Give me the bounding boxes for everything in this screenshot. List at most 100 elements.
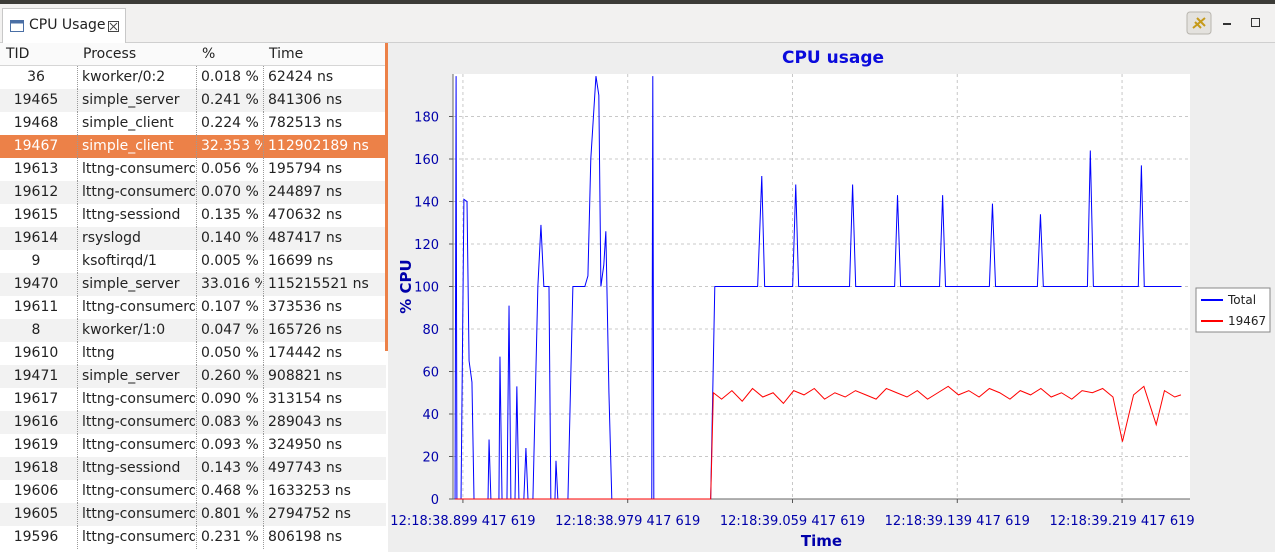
process-cell: lttng-consumerd	[82, 414, 195, 430]
table-row[interactable]: 19470 simple_server 33.016 % 115215521 ns	[0, 273, 386, 296]
column-separator	[196, 135, 197, 158]
column-separator	[263, 112, 264, 135]
scroll-indicator	[385, 43, 388, 351]
table-row[interactable]: 36 kworker/0:2 0.018 % 62424 ns	[0, 66, 386, 89]
time-cell: 324950 ns	[268, 437, 343, 453]
tid-cell: 19612	[13, 184, 59, 200]
column-separator	[263, 411, 264, 434]
tid-cell: 19610	[13, 345, 59, 361]
column-separator	[196, 273, 197, 296]
column-separator	[263, 66, 264, 89]
column-separator	[196, 457, 197, 480]
tid-cell: 19611	[13, 299, 59, 315]
tid-cell: 19615	[13, 207, 59, 223]
x-tick-label: 12:18:38.979 417 619	[555, 514, 700, 529]
y-tick-label: 140	[414, 196, 439, 211]
column-separator	[196, 503, 197, 526]
table-row[interactable]: 19611 lttng-consumerd 0.107 % 373536 ns	[0, 296, 386, 319]
column-separator	[196, 181, 197, 204]
percent-cell: 0.050 %	[201, 345, 259, 361]
table-row[interactable]: 9 ksoftirqd/1 0.005 % 16699 ns	[0, 250, 386, 273]
column-separator	[77, 273, 78, 296]
process-cell: lttng-consumerd	[82, 529, 195, 545]
process-table: TID Process% Time 36 kworker/0:2 0.018 % 62424…	[0, 43, 388, 552]
process-cell: rsyslogd	[82, 230, 141, 246]
percent-cell: 0.093 %	[201, 437, 259, 453]
tid-cell: 19614	[13, 230, 59, 246]
percent-cell: 0.005 %	[201, 253, 259, 269]
percent-cell: 0.468 %	[201, 483, 259, 499]
column-separator	[77, 319, 78, 342]
column-separator	[196, 434, 197, 457]
column-separator	[196, 296, 197, 319]
minimize-button[interactable]	[1223, 23, 1231, 25]
y-tick-label: 100	[414, 281, 439, 296]
column-separator	[263, 457, 264, 480]
process-cell: simple_server	[82, 368, 180, 384]
column-separator	[196, 66, 197, 89]
table-row[interactable]: 8 kworker/1:0 0.047 % 165726 ns	[0, 319, 386, 342]
table-row[interactable]: 19619 lttng-consumerd 0.093 % 324950 ns	[0, 434, 386, 457]
table-row[interactable]: 19613 lttng-consumerd 0.056 % 195794 ns	[0, 158, 386, 181]
column-separator	[77, 227, 78, 250]
column-separator	[77, 89, 78, 112]
column-header[interactable]: Time	[263, 43, 388, 66]
column-separator	[77, 411, 78, 434]
column-separator	[263, 204, 264, 227]
column-separator	[196, 480, 197, 503]
table-row[interactable]: 19616 lttng-consumerd 0.083 % 289043 ns	[0, 411, 386, 434]
column-header[interactable]: TID	[0, 43, 78, 66]
percent-cell: 0.143 %	[201, 460, 259, 476]
table-row[interactable]: 19612 lttng-consumerd 0.070 % 244897 ns	[0, 181, 386, 204]
y-tick-label: 120	[414, 238, 439, 253]
table-row[interactable]: 19467 simple_client 32.353 % 112902189 ns	[0, 135, 386, 158]
percent-cell: 0.083 %	[201, 414, 259, 430]
column-separator	[263, 480, 264, 503]
table-row[interactable]: 19465 simple_server 0.241 % 841306 ns	[0, 89, 386, 112]
process-cell: simple_server	[82, 92, 180, 108]
y-axis-label: % CPU	[397, 259, 415, 313]
legend-box	[1195, 287, 1271, 333]
table-row[interactable]: 19614 rsyslogd 0.140 % 487417 ns	[0, 227, 386, 250]
time-cell: 62424 ns	[268, 69, 334, 85]
maximize-button[interactable]	[1251, 18, 1260, 27]
time-cell: 289043 ns	[268, 414, 343, 430]
time-cell: 2794752 ns	[268, 506, 351, 522]
series-line	[455, 385, 1182, 500]
tid-cell: 19618	[13, 460, 59, 476]
column-separator	[196, 204, 197, 227]
time-cell: 313154 ns	[268, 391, 343, 407]
column-separator	[263, 135, 264, 158]
tab-title: CPU Usage	[29, 17, 106, 33]
process-cell: lttng-consumerd	[82, 299, 195, 315]
column-header[interactable]: %	[196, 43, 264, 66]
table-row[interactable]: 19606 lttng-consumerd 0.468 % 1633253 ns	[0, 480, 386, 503]
percent-cell: 33.016 %	[201, 276, 262, 292]
process-cell: lttng	[82, 345, 115, 361]
view-tab[interactable]: CPU Usage	[2, 8, 126, 43]
table-row[interactable]: 19468 simple_client 0.224 % 782513 ns	[0, 112, 386, 135]
column-separator	[196, 342, 197, 365]
table-row[interactable]: 19610 lttng 0.050 % 174442 ns	[0, 342, 386, 365]
tid-cell: 19619	[13, 437, 59, 453]
column-separator	[196, 526, 197, 549]
table-row[interactable]: 19615 lttng-sessiond 0.135 % 470632 ns	[0, 204, 386, 227]
column-separator	[263, 89, 264, 112]
table-row[interactable]: 19617 lttng-consumerd 0.090 % 313154 ns	[0, 388, 386, 411]
x-tick-label: 12:18:38.899 417 619	[390, 514, 535, 529]
column-separator	[196, 227, 197, 250]
time-cell: 244897 ns	[268, 184, 343, 200]
close-button[interactable]	[108, 21, 119, 32]
table-row[interactable]: 19596 lttng-consumerd 0.231 % 806198 ns	[0, 526, 386, 549]
column-separator	[196, 89, 197, 112]
column-separator	[196, 250, 197, 273]
y-tick-label: 40	[422, 408, 439, 423]
tid-cell: 19613	[13, 161, 59, 177]
table-row[interactable]: 19605 lttng-consumerd 0.801 % 2794752 ns	[0, 503, 386, 526]
table-row[interactable]: 19471 simple_server 0.260 % 908821 ns	[0, 365, 386, 388]
column-separator	[196, 158, 197, 181]
tid-cell: 19465	[13, 92, 59, 108]
table-row[interactable]: 19618 lttng-sessiond 0.143 % 497743 ns	[0, 457, 386, 480]
process-cell: lttng-consumerd	[82, 506, 195, 522]
column-header[interactable]: Process	[77, 43, 197, 66]
